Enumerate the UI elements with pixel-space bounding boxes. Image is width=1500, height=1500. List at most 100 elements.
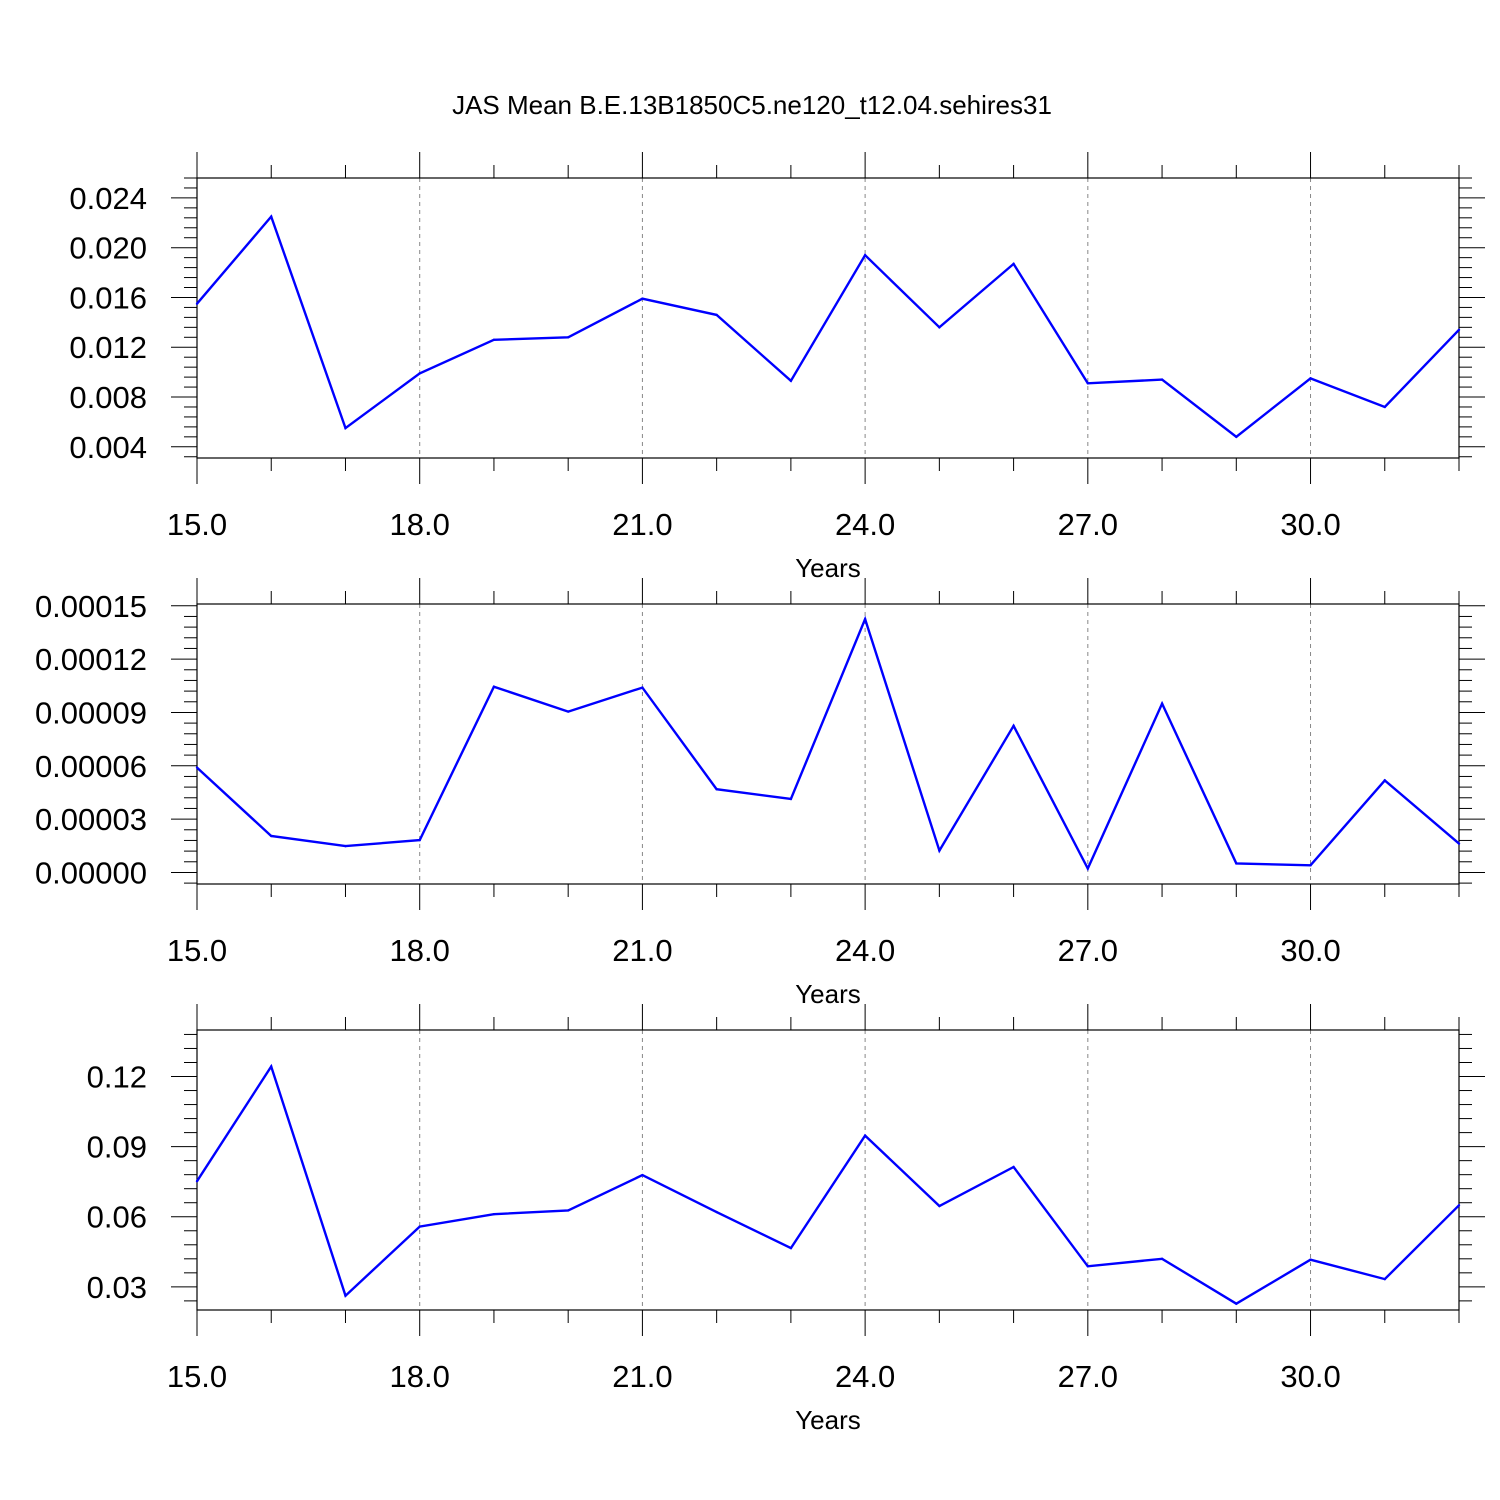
- series-line: [195, 1063, 1460, 1306]
- y-tick-label: 0.024: [69, 181, 147, 216]
- panel-2: 15.0 18.0 21.0 24.0 27.0 30.0 0.00000 0.00003 0.…: [17, 578, 1485, 1009]
- data-point: [715, 788, 718, 791]
- y-axis-title-unit: m: [18, 1063, 48, 1092]
- y-axis-title-text: Bar Ice Area 10: [18, 1110, 48, 1289]
- series-line: [196, 615, 1460, 872]
- x-tick-label: 21.0: [612, 1359, 672, 1394]
- panels: 15.0 18.0 21.0 24.0 27.0 30.0 0.004 0.008 0.012 0…: [17, 152, 1485, 1435]
- data-point: [418, 1225, 421, 1228]
- data-point: [789, 379, 793, 383]
- y-axis-title-unit-exponent: 3: [17, 186, 34, 195]
- y-tick-label: 0.00015: [35, 589, 147, 624]
- data-point: [1012, 1165, 1015, 1169]
- y-tick-label: 0.00000: [35, 855, 147, 890]
- y-axis-title-exponent: 13: [17, 634, 34, 652]
- plot-frame: [196, 177, 1460, 459]
- y-tick-label: 0.00006: [35, 749, 147, 784]
- data-point: [1086, 382, 1090, 385]
- y-axis-title-exponent: 12: [17, 1092, 34, 1110]
- x-tick-label: 27.0: [1058, 1359, 1118, 1394]
- data-point: [1086, 1265, 1090, 1268]
- data-point: [938, 1204, 941, 1208]
- data-point: [641, 686, 644, 689]
- data-point: [863, 617, 867, 621]
- data-point: [566, 1209, 570, 1212]
- y-axis-title-unit: m: [18, 195, 48, 224]
- data-point: [195, 302, 199, 305]
- data-point: [1086, 867, 1090, 870]
- x-tick-label: 15.0: [167, 933, 227, 968]
- data-point: [789, 797, 793, 801]
- x-tick-label: 24.0: [835, 1359, 895, 1394]
- data-point: [566, 336, 570, 339]
- x-tick-label: 21.0: [612, 507, 672, 542]
- y-axis-title-exponent: 13: [17, 224, 34, 242]
- data-point: [715, 1210, 718, 1214]
- data-point: [1457, 842, 1461, 845]
- x-axis-title: Years: [795, 553, 861, 583]
- x-tick-label: 24.0: [835, 933, 895, 968]
- y-axis-title-unit-exponent: 2: [17, 1054, 34, 1063]
- data-point: [641, 1173, 644, 1177]
- data-point: [1160, 1257, 1164, 1261]
- y-tick-label: 0.12: [87, 1060, 147, 1095]
- y-tick-label: 0.06: [87, 1200, 147, 1235]
- data-point: [1160, 702, 1164, 705]
- data-point: [1309, 1258, 1312, 1261]
- y-tick-label: 0.00009: [35, 695, 147, 730]
- data-point: [195, 1180, 199, 1183]
- data-point: [492, 1212, 496, 1216]
- data-point: [1012, 262, 1015, 266]
- data-point: [789, 1246, 793, 1250]
- series-line: [196, 214, 1460, 439]
- data-point: [1383, 1277, 1386, 1281]
- y-tick-label: 0.09: [87, 1130, 147, 1165]
- data-point: [270, 834, 273, 838]
- x-tick-label: 21.0: [612, 933, 672, 968]
- data-point: [418, 838, 421, 842]
- x-tick-label: 27.0: [1058, 507, 1118, 542]
- x-axis-title: Years: [795, 1405, 861, 1435]
- plot-frame: [196, 1029, 1460, 1311]
- data-point: [344, 844, 347, 848]
- y-tick-label: 0.00003: [35, 802, 147, 837]
- data-point: [641, 297, 644, 300]
- y-tick-label: 0.00012: [35, 642, 147, 677]
- data-point: [1235, 435, 1238, 439]
- panel-1: 15.0 18.0 21.0 24.0 27.0 30.0 0.004 0.008 0.012 0…: [17, 152, 1485, 583]
- y-tick-label: 0.016: [69, 280, 147, 315]
- y-tick-label: 0.012: [69, 330, 147, 365]
- data-point: [566, 710, 570, 713]
- data-point: [1309, 864, 1312, 867]
- x-tick-label: 30.0: [1280, 507, 1340, 542]
- data-point: [938, 326, 941, 329]
- y-axis-title: Bar Ice Area 1012 m2: [17, 1054, 48, 1289]
- data-point: [418, 372, 421, 375]
- data-point: [1160, 378, 1164, 381]
- y-tick-label: 0.03: [87, 1270, 147, 1305]
- y-axis-title: Bar Ice Volume 1013 m3: [17, 186, 48, 454]
- data-point: [1383, 405, 1386, 409]
- x-tick-label: 15.0: [167, 1359, 227, 1394]
- data-point: [863, 1134, 867, 1137]
- data-point: [1235, 1302, 1238, 1305]
- data-point: [344, 1294, 347, 1297]
- data-point: [1235, 862, 1238, 865]
- data-point: [1012, 724, 1015, 727]
- x-tick-label: 18.0: [390, 1359, 450, 1394]
- data-point: [492, 685, 496, 688]
- data-point: [1457, 1204, 1461, 1207]
- figure-title: JAS Mean B.E.13B1850C5.ne120_t12.04.sehi…: [452, 90, 1052, 120]
- panel-3: 15.0 18.0 21.0 24.0 27.0 30.0 0.03 0.06 0.09 0.12…: [17, 1004, 1485, 1435]
- x-tick-label: 18.0: [390, 933, 450, 968]
- x-tick-label: 27.0: [1058, 933, 1118, 968]
- data-point: [938, 849, 941, 852]
- y-tick-label: 0.020: [69, 231, 147, 266]
- y-axis-title-text: Bar Ice Volume 10: [18, 242, 48, 454]
- x-tick-label: 30.0: [1280, 1359, 1340, 1394]
- y-tick-label: 0.008: [69, 380, 147, 415]
- data-point: [270, 1065, 273, 1068]
- x-axis-title: Years: [795, 979, 861, 1009]
- y-tick-label: 0.004: [69, 430, 147, 465]
